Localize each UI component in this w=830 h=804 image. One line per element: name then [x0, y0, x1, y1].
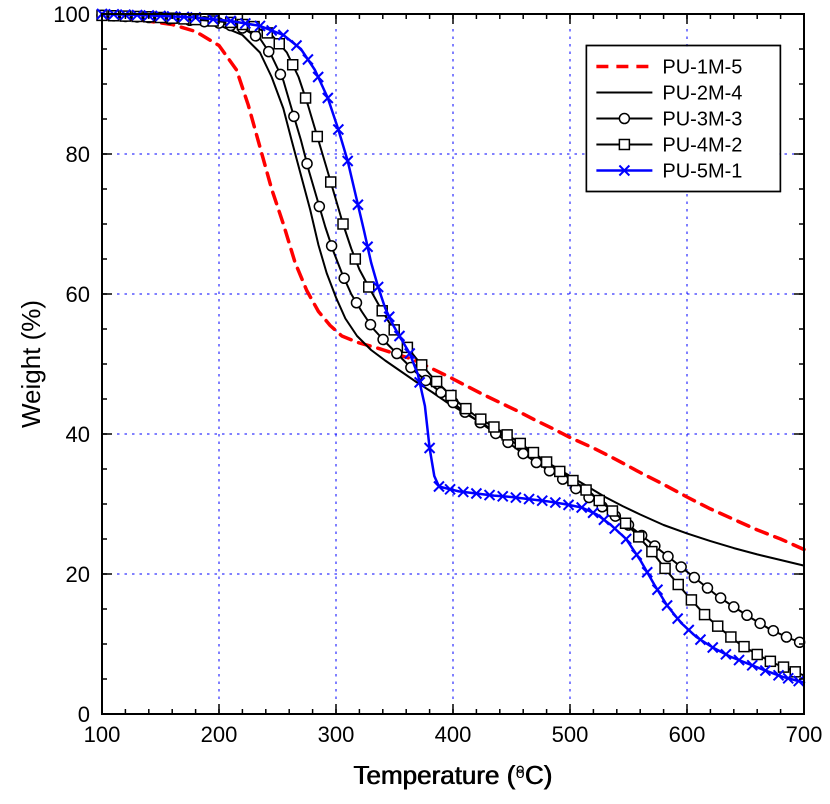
- tga-chart: 100200300400500600700020406080100Tempera…: [0, 0, 830, 804]
- y-tick-label: 100: [53, 2, 90, 27]
- x-tick-label: 300: [318, 722, 355, 747]
- legend-label: PU-4M-2: [662, 135, 742, 157]
- x-tick-label: 700: [786, 722, 823, 747]
- y-axis-label: Weight (%): [16, 300, 46, 428]
- legend-label: PU-2M-4: [662, 83, 742, 105]
- x-tick-label: 200: [201, 722, 238, 747]
- x-tick-label: 400: [435, 722, 472, 747]
- legend: PU-1M-5 PU-2M-4 PU-3M-3 PU-4M-2 PU-5M-1: [586, 46, 780, 192]
- y-tick-label: 80: [66, 142, 90, 167]
- y-tick-label: 60: [66, 282, 90, 307]
- y-tick-label: 0: [78, 702, 90, 727]
- y-tick-label: 40: [66, 422, 90, 447]
- x-tick-label: 600: [669, 722, 706, 747]
- y-tick-label: 20: [66, 562, 90, 587]
- x-tick-label: 500: [552, 722, 589, 747]
- legend-label: PU-5M-1: [662, 161, 742, 183]
- legend-label: PU-1M-5: [662, 57, 742, 79]
- chart-container: { "chart": { "type": "line", "width_px":…: [0, 0, 830, 804]
- legend-label: PU-3M-3: [662, 109, 742, 131]
